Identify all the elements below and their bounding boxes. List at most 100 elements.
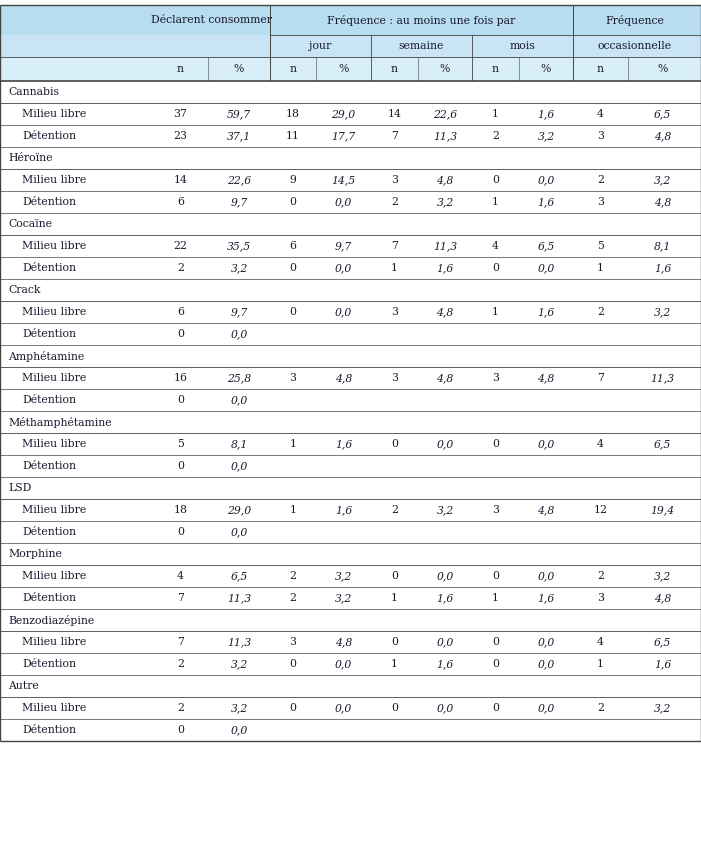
Bar [0, 653, 701, 675]
Text: 4,8: 4,8 [335, 637, 352, 647]
Text: %: % [339, 64, 348, 74]
Text: Déclarent consommer: Déclarent consommer [151, 15, 272, 25]
Text: 0,0: 0,0 [437, 703, 454, 713]
Text: 0,0: 0,0 [231, 725, 247, 735]
Text: 3: 3 [391, 307, 398, 317]
Text: 0: 0 [492, 637, 499, 647]
Text: 4: 4 [597, 637, 604, 647]
Text: 0: 0 [391, 637, 398, 647]
Text: 14: 14 [388, 109, 402, 119]
Text: 4: 4 [177, 571, 184, 581]
Text: 0,0: 0,0 [335, 263, 352, 273]
Bar [0, 697, 701, 719]
Text: 4,8: 4,8 [654, 197, 671, 207]
Text: 2: 2 [290, 593, 297, 603]
Text: 0,0: 0,0 [335, 659, 352, 669]
Text: 29,0: 29,0 [332, 109, 355, 119]
Bar [0, 675, 701, 697]
Text: 3,2: 3,2 [538, 131, 554, 141]
Text: Benzodiazépine: Benzodiazépine [8, 614, 94, 625]
Bar [0, 609, 701, 631]
Text: Cannabis: Cannabis [8, 87, 59, 97]
Text: 0: 0 [177, 527, 184, 537]
Bar [0, 543, 701, 565]
Text: 0,0: 0,0 [538, 659, 554, 669]
Text: 35,5: 35,5 [227, 241, 251, 251]
Text: Morphine: Morphine [8, 549, 62, 559]
Bar [0, 499, 701, 521]
Text: 1,6: 1,6 [654, 263, 671, 273]
Text: 1: 1 [597, 659, 604, 669]
Text: 1,6: 1,6 [538, 109, 554, 119]
Text: 3,2: 3,2 [654, 571, 671, 581]
Text: 14: 14 [174, 175, 187, 185]
Text: 4,8: 4,8 [538, 373, 554, 383]
Bar [0, 301, 701, 323]
Text: 1: 1 [597, 263, 604, 273]
Text: 3: 3 [597, 131, 604, 141]
Text: 3,2: 3,2 [437, 197, 454, 207]
Text: 3: 3 [290, 637, 297, 647]
Text: 11,3: 11,3 [433, 241, 457, 251]
Text: 0,0: 0,0 [538, 637, 554, 647]
Text: 0,0: 0,0 [437, 439, 454, 449]
Text: 0,0: 0,0 [437, 571, 454, 581]
Bar [0, 565, 701, 587]
Text: occasionnelle: occasionnelle [598, 41, 672, 51]
Text: 0: 0 [290, 263, 297, 273]
Text: 12: 12 [594, 505, 608, 515]
Text: 9: 9 [290, 175, 297, 185]
Text: Détention: Détention [22, 395, 76, 405]
Text: 1: 1 [492, 197, 499, 207]
Text: 4,8: 4,8 [538, 505, 554, 515]
Text: 3,2: 3,2 [231, 703, 247, 713]
Bar [0, 5, 701, 35]
Text: 5: 5 [177, 439, 184, 449]
Bar [0, 323, 701, 345]
Text: 6: 6 [290, 241, 297, 251]
Text: n: n [492, 64, 499, 74]
Text: 11,3: 11,3 [227, 593, 251, 603]
Text: 0,0: 0,0 [538, 263, 554, 273]
Text: 16: 16 [174, 373, 187, 383]
Text: 6,5: 6,5 [231, 571, 247, 581]
Text: 3,2: 3,2 [437, 505, 454, 515]
Text: n: n [177, 64, 184, 74]
Text: 11,3: 11,3 [433, 131, 457, 141]
Text: Milieu libre: Milieu libre [22, 307, 86, 317]
Text: 3: 3 [391, 175, 398, 185]
Text: 5: 5 [597, 241, 604, 251]
Text: 0: 0 [177, 329, 184, 339]
Text: 18: 18 [174, 505, 187, 515]
Bar [0, 345, 701, 367]
Text: 0,0: 0,0 [538, 175, 554, 185]
Text: 0: 0 [492, 659, 499, 669]
Bar [0, 719, 701, 741]
Text: 2: 2 [597, 175, 604, 185]
Text: 0: 0 [492, 571, 499, 581]
Text: 1: 1 [492, 593, 499, 603]
Text: 2: 2 [177, 703, 184, 713]
Text: 2: 2 [597, 703, 604, 713]
Text: Détention: Détention [22, 725, 76, 735]
Text: jour: jour [309, 41, 332, 51]
Text: 1: 1 [391, 593, 398, 603]
Text: 6,5: 6,5 [538, 241, 554, 251]
Text: 0: 0 [290, 703, 297, 713]
Text: Milieu libre: Milieu libre [22, 241, 86, 251]
Text: Milieu libre: Milieu libre [22, 571, 86, 581]
Text: 59,7: 59,7 [227, 109, 251, 119]
Text: Cocaïne: Cocaïne [8, 219, 52, 229]
Text: Détention: Détention [22, 527, 76, 537]
Text: 0: 0 [391, 571, 398, 581]
Text: 2: 2 [391, 505, 398, 515]
Text: 3,2: 3,2 [654, 703, 671, 713]
Text: Fréquence: Fréquence [606, 14, 665, 26]
Text: 8,1: 8,1 [654, 241, 671, 251]
Text: Détention: Détention [22, 659, 76, 669]
Text: 11,3: 11,3 [227, 637, 251, 647]
Bar [0, 191, 701, 213]
Text: 1: 1 [492, 109, 499, 119]
Text: Héroïne: Héroïne [8, 153, 53, 163]
Text: 17,7: 17,7 [332, 131, 355, 141]
